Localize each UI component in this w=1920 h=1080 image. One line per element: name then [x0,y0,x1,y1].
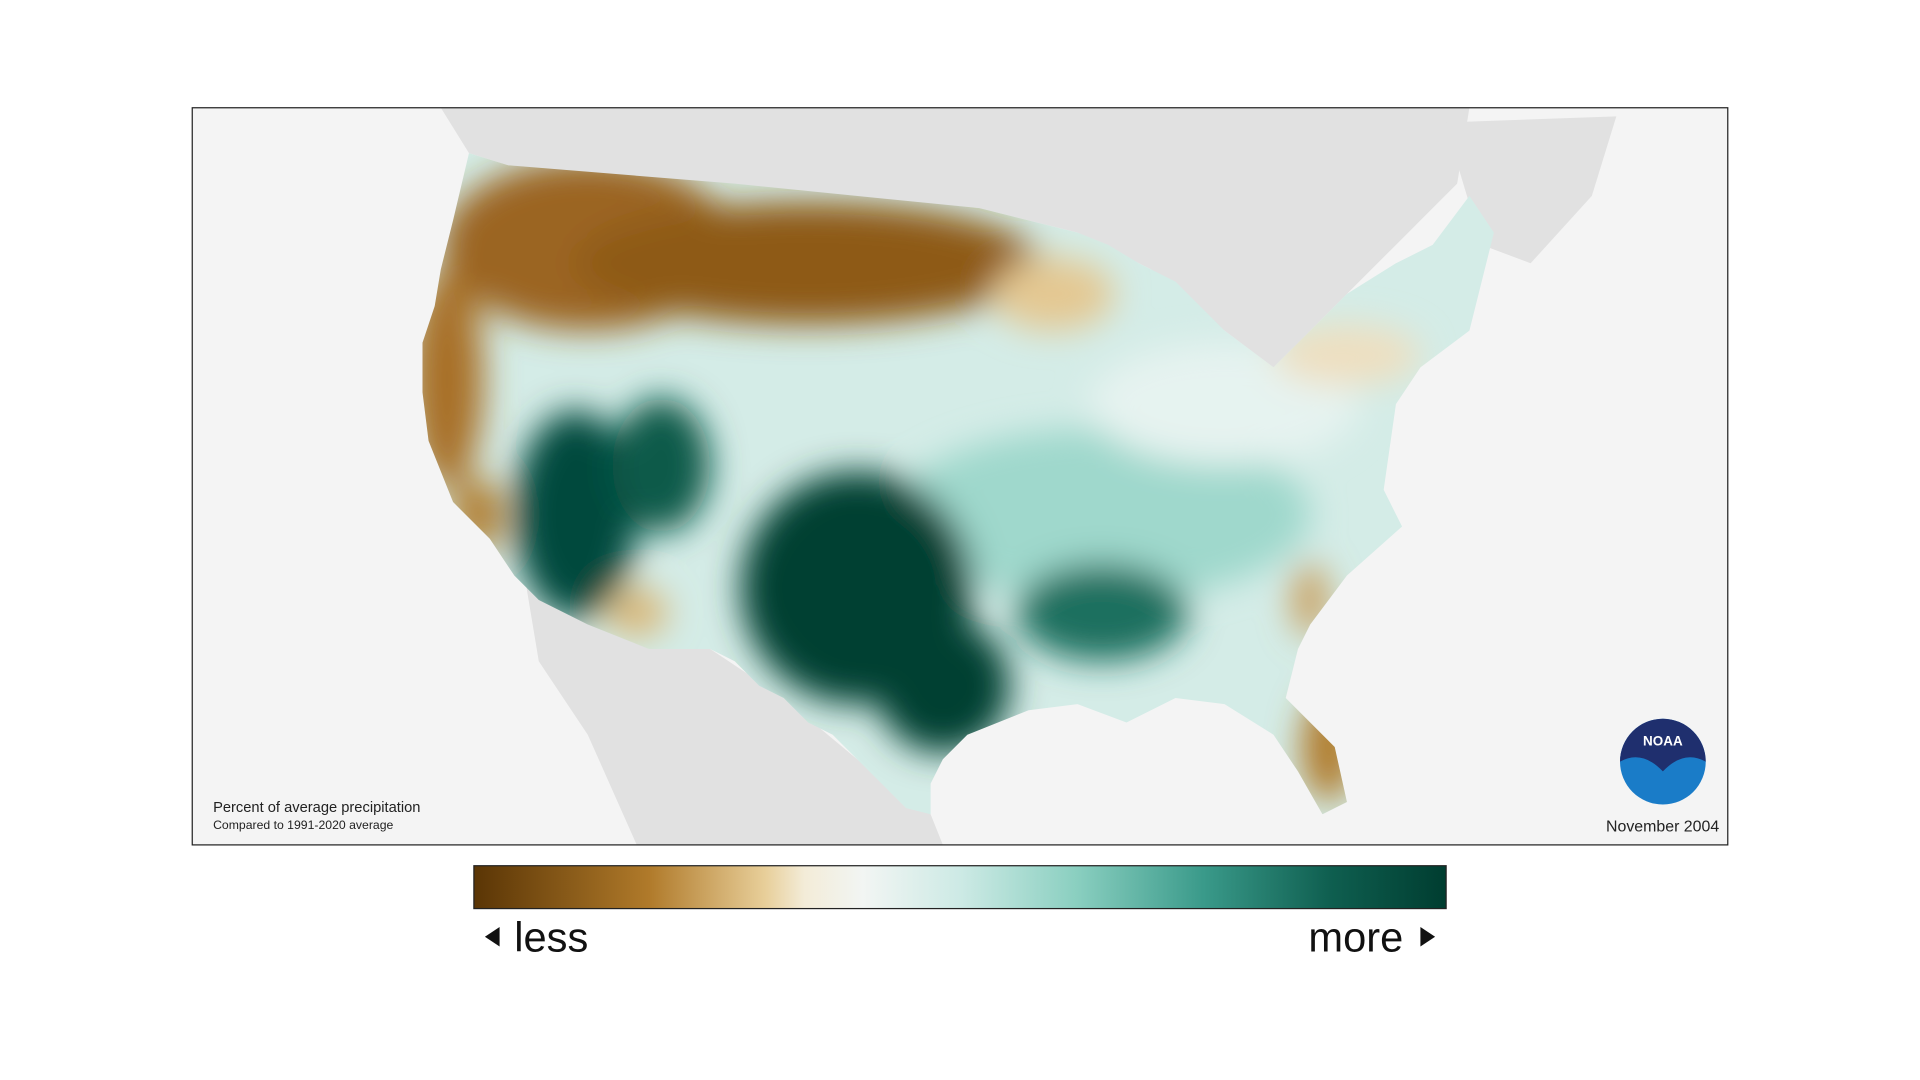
noaa-logo: NOAA [1620,718,1706,805]
map-group: Percent of average precipitation Compare… [191,107,1729,960]
map-frame [191,107,1729,846]
less-label: less [514,913,588,960]
colorbar [473,865,1447,910]
caption-subtitle: Compared to 1991-2020 average [213,818,393,832]
more-label: more [1308,913,1403,960]
caption-title: Percent of average precipitation [213,800,420,816]
more-arrow [1420,926,1436,947]
mexico [526,587,943,845]
logo-text: NOAA [1643,734,1683,749]
less-arrow [484,926,500,947]
canada [440,107,1470,368]
map-date: November 2004 [1606,818,1719,835]
